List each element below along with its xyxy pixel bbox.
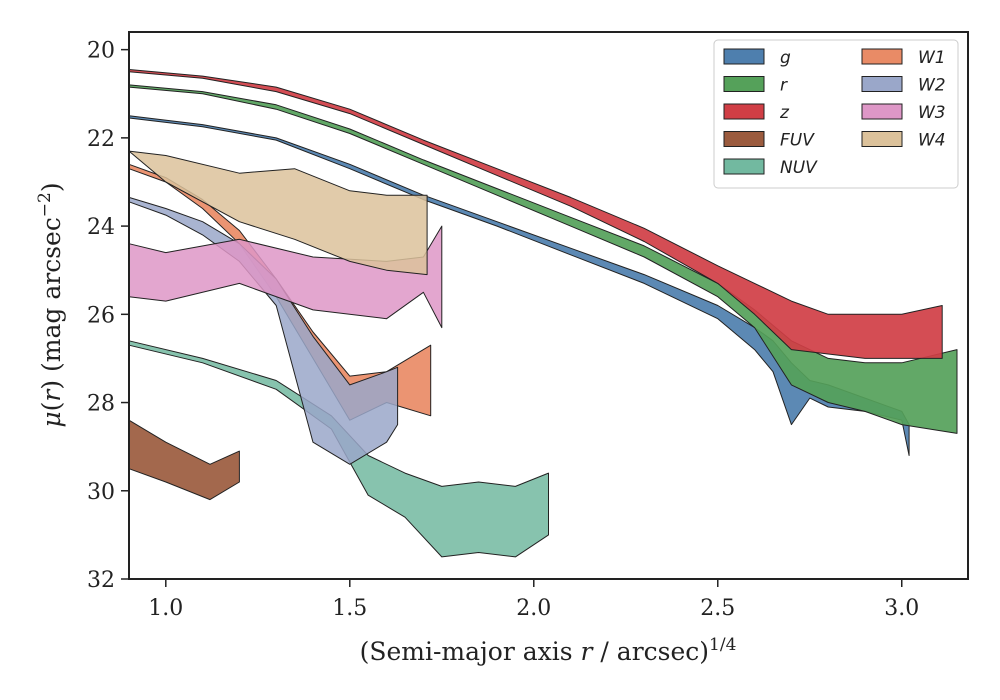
band-g <box>128 115 910 456</box>
legend-swatch-fuv <box>723 131 765 147</box>
y-tick-label: 30 <box>87 480 115 505</box>
legend-swatch-r <box>723 76 765 92</box>
band-w3 <box>128 225 443 329</box>
x-tick-label: 3.0 <box>884 596 919 621</box>
y-tick-label: 24 <box>87 215 115 240</box>
legend-label-z: z <box>779 103 790 123</box>
legend-swatch-nuv <box>723 158 765 175</box>
y-tick-label: 22 <box>87 127 115 152</box>
legend-swatch-z <box>723 103 765 120</box>
x-axis: 1.0 1.5 2.0 2.5 3.0 <box>148 579 919 621</box>
legend-swatch-w4 <box>861 131 903 147</box>
legend-label-r: r <box>780 76 788 96</box>
legend-label-w3: W3 <box>918 103 946 123</box>
band-z <box>128 69 943 359</box>
legend-label-g: g <box>780 48 791 68</box>
y-tick-label: 20 <box>87 39 115 64</box>
legend-swatch-w3 <box>861 103 903 120</box>
x-tick-label: 1.0 <box>148 596 183 621</box>
profile-bands <box>128 69 958 558</box>
legend-swatch-g <box>723 48 765 65</box>
legend-label-nuv: NUV <box>780 158 818 178</box>
plot-frame <box>128 31 969 580</box>
x-tick-label: 2.0 <box>516 596 551 621</box>
y-axis: 20 22 24 26 28 30 32 <box>87 39 129 593</box>
y-tick-label: 28 <box>87 392 115 417</box>
legend-swatch-w2 <box>861 76 903 92</box>
y-tick-label: 26 <box>87 303 115 328</box>
legend-label-w2: W2 <box>918 76 946 96</box>
x-tick-label: 2.5 <box>700 596 735 621</box>
band-r <box>128 84 958 434</box>
legend: grz FUV NUV W1 W2 W3 W4 <box>713 39 959 189</box>
legend-swatch-w1 <box>861 48 903 65</box>
legend-label-w1: W1 <box>918 48 946 68</box>
y-axis-title: μ(r) (mag arcsec−2) <box>35 182 66 427</box>
band-w4 <box>128 150 428 276</box>
x-tick-label: 1.5 <box>332 596 367 621</box>
legend-label-fuv: FUV <box>780 131 815 151</box>
y-tick-label: 32 <box>87 568 115 593</box>
legend-label-w4: W4 <box>918 131 946 151</box>
band-fuv <box>128 419 240 501</box>
x-axis-title: (Semi-major axis r / arcsec)1/4 <box>360 635 737 666</box>
